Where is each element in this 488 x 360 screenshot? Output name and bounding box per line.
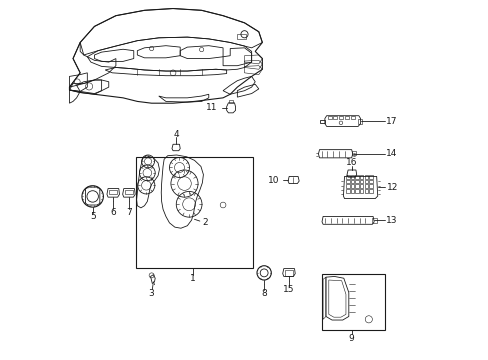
Text: 5: 5 — [90, 212, 95, 221]
Bar — [135, 157, 253, 267]
Bar — [359, 184, 363, 188]
Text: 9: 9 — [348, 334, 354, 343]
Text: 11: 11 — [206, 103, 217, 112]
Bar — [359, 180, 363, 183]
Bar — [345, 175, 349, 179]
Bar — [354, 189, 358, 193]
Bar — [237, 33, 246, 39]
Text: 13: 13 — [386, 216, 397, 225]
Bar — [322, 274, 384, 330]
Text: 15: 15 — [283, 285, 294, 294]
Bar — [327, 116, 331, 119]
Bar — [350, 184, 353, 188]
Bar — [359, 175, 363, 179]
Bar — [364, 184, 367, 188]
Text: 3: 3 — [148, 289, 154, 298]
Bar — [109, 190, 117, 194]
Text: 6: 6 — [110, 208, 116, 217]
Bar — [364, 180, 367, 183]
Bar — [345, 189, 349, 193]
Bar — [344, 116, 348, 119]
Bar — [339, 116, 343, 119]
Bar — [368, 175, 372, 179]
Text: 4: 4 — [173, 130, 178, 139]
Text: 12: 12 — [386, 183, 397, 192]
Text: 10: 10 — [267, 176, 279, 185]
Bar — [359, 189, 363, 193]
Text: 2: 2 — [202, 218, 207, 227]
Text: 8: 8 — [261, 289, 266, 298]
Bar — [350, 180, 353, 183]
Text: 16: 16 — [345, 158, 357, 167]
Bar — [285, 270, 292, 276]
Bar — [345, 184, 349, 188]
Bar — [354, 180, 358, 183]
Bar — [364, 189, 367, 193]
Bar — [350, 189, 353, 193]
Bar — [354, 184, 358, 188]
Bar — [351, 151, 355, 155]
Bar — [350, 116, 354, 119]
Bar — [372, 217, 376, 223]
Bar — [368, 189, 372, 193]
Text: 7: 7 — [125, 208, 131, 217]
Bar — [368, 180, 372, 183]
Bar — [357, 118, 362, 124]
Bar — [364, 175, 367, 179]
Text: 17: 17 — [386, 117, 397, 126]
Bar — [345, 180, 349, 183]
Bar — [125, 190, 133, 194]
Text: 14: 14 — [386, 149, 397, 158]
Bar — [354, 175, 358, 179]
Bar — [229, 100, 233, 103]
Text: 1: 1 — [189, 274, 195, 283]
Bar — [368, 184, 372, 188]
Bar — [333, 116, 337, 119]
Bar — [350, 175, 353, 179]
